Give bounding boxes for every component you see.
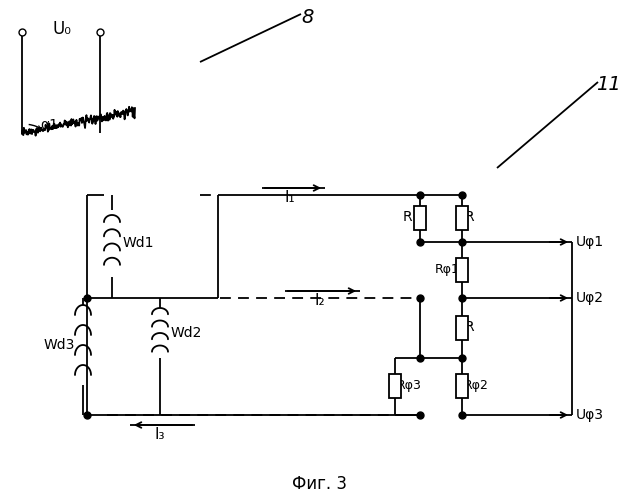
Bar [456, 206, 468, 230]
Text: 8: 8 [302, 8, 314, 27]
Text: Wd1: Wd1 [123, 236, 155, 250]
Bar [456, 258, 468, 282]
Bar [414, 206, 426, 230]
Text: Uφ3: Uφ3 [576, 408, 604, 422]
Text: Rφ3: Rφ3 [397, 379, 422, 392]
Bar [456, 316, 468, 340]
Text: Фиг. 3: Фиг. 3 [291, 475, 346, 493]
Text: R: R [465, 320, 475, 334]
Text: Rφ1: Rφ1 [435, 262, 460, 275]
Text: U₀: U₀ [52, 20, 71, 38]
Text: R: R [465, 210, 475, 224]
Text: I₃: I₃ [155, 427, 166, 442]
Text: Rφ2: Rφ2 [464, 379, 489, 392]
Text: Wd3: Wd3 [43, 338, 75, 352]
Bar [389, 374, 401, 398]
Text: I₁: I₁ [285, 190, 295, 205]
Text: R: R [403, 210, 412, 224]
Text: I₂: I₂ [314, 293, 325, 308]
Text: Uφ1: Uφ1 [576, 235, 604, 249]
Text: α1: α1 [40, 118, 58, 132]
Bar [456, 374, 468, 398]
Text: Uφ2: Uφ2 [576, 291, 604, 305]
Text: 11: 11 [596, 75, 620, 94]
Text: Wd2: Wd2 [171, 326, 203, 340]
